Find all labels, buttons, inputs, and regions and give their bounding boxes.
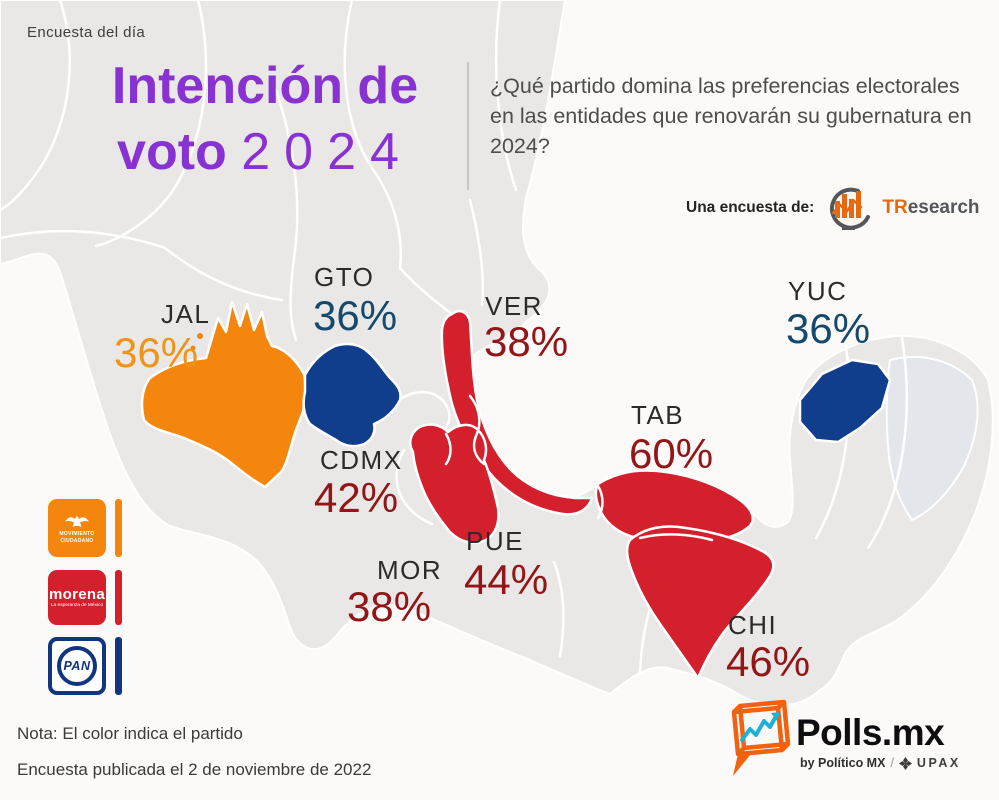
mc-eagle-icon [65, 516, 89, 527]
state-abbr-jal: JAL [161, 299, 211, 329]
mc-logo-text: MOVIMIENTO CIUDADANO [59, 531, 95, 544]
state-abbr-ver: VER [485, 291, 543, 321]
state-abbr-gto: GTO [314, 262, 375, 292]
page-title-line2: voto 2024 [70, 120, 460, 186]
header-divider [467, 62, 469, 190]
upax-wordmark: UPAX [916, 756, 961, 770]
state-abbr-pue: PUE [466, 526, 524, 556]
state-yucatan [798, 358, 892, 444]
morena-wordmark: morena [49, 585, 105, 603]
pollsmx-byline: by Político MX / UPAX [800, 756, 961, 770]
state-value-yuc: 36% [786, 305, 871, 352]
morena-tagline: La esperanza de México [50, 603, 104, 609]
published-text: Encuesta publicada el 2 de noviembre de … [17, 760, 372, 779]
internal-border-lines [444, 394, 714, 542]
state-abbr-yuc: YUC [788, 276, 848, 306]
pan-ring-icon: PAN [57, 646, 97, 686]
tresearch-suffix: esearch [907, 197, 980, 218]
state-jalisco [140, 300, 309, 489]
state-veracruz [440, 310, 594, 516]
byline-separator: / [890, 756, 894, 770]
chart-line-icon [740, 716, 777, 742]
state-value-ver: 38% [484, 318, 569, 365]
state-guanajuato [302, 342, 402, 448]
state-abbr-cdmx: CDMX [320, 445, 403, 475]
state-chiapas [625, 525, 775, 680]
pollsmx-cube-icon [731, 699, 791, 776]
legend-pan-bar [115, 637, 122, 695]
jalisco-islet-icon [197, 333, 203, 339]
state-value-gto: 36% [313, 292, 398, 339]
state-border-lines [0, 0, 907, 672]
survey-credit: Una encuesta de: TResearch [686, 184, 980, 232]
legend-pan-logo: PAN [48, 637, 106, 695]
tresearch-icon [830, 187, 871, 230]
state-value-jal: 36% [114, 329, 199, 376]
state-value-mor: 38% [347, 583, 432, 630]
state-value-cdmx: 42% [314, 474, 399, 521]
legend-morena-logo: morena La esperanza de México [48, 570, 106, 625]
legend-mc-logo: MOVIMIENTO CIUDADANO [48, 499, 106, 557]
state-value-chi: 46% [726, 638, 811, 685]
tresearch-wordmark: TResearch [882, 197, 979, 219]
pollsmx-brand-text: Polls.mx [796, 712, 945, 753]
legend-mc-bar [115, 499, 122, 557]
jalisco-islet-icon [190, 345, 196, 351]
tresearch-prefix: TR [882, 197, 908, 218]
state-value-pue: 44% [464, 556, 549, 603]
state-abbr-mor: MOR [377, 555, 443, 585]
pollsmx-logo [727, 696, 793, 789]
title-year: 2024 [241, 122, 413, 181]
legend-morena-bar [115, 570, 122, 625]
note-text: Nota: El color indica el partido [17, 724, 243, 743]
pan-wordmark: PAN [63, 659, 91, 673]
state-tabasco [594, 469, 754, 542]
question-text: ¿Qué partido domina las preferencias ele… [490, 74, 972, 159]
title-word: voto [117, 122, 227, 181]
state-abbr-tab: TAB [631, 400, 685, 430]
page-title: Intención de voto 2024 [70, 54, 460, 185]
byline-text: by Político MX [800, 756, 886, 770]
kicker-text: Encuesta del día [27, 24, 146, 41]
upax-flower-icon [898, 756, 912, 770]
page-title-line1: Intención de [111, 57, 419, 115]
state-quintana-roo [885, 356, 979, 522]
state-value-tab: 60% [629, 430, 714, 477]
survey-by-label: Una encuesta de: [686, 199, 815, 216]
state-abbr-chi: CHI [728, 610, 778, 640]
